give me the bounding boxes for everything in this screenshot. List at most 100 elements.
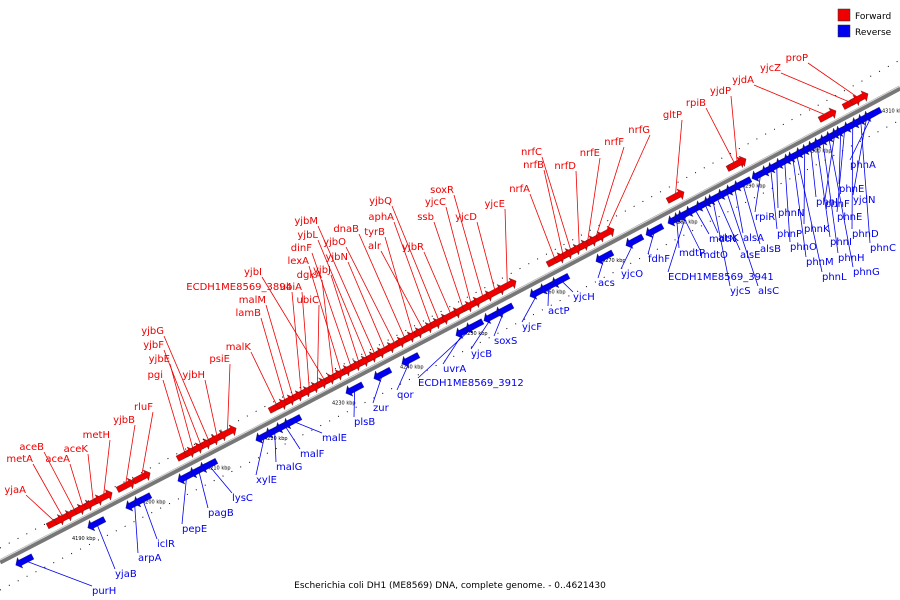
gene-label[interactable]: lexA xyxy=(287,256,309,267)
gene-label[interactable]: nrfF xyxy=(604,137,624,148)
gene-label[interactable]: actP xyxy=(548,306,570,317)
gene-label[interactable]: mdtN xyxy=(709,234,737,245)
gene-label[interactable]: qor xyxy=(397,390,414,401)
gene-label[interactable]: purH xyxy=(92,586,116,597)
gene-label[interactable]: pepE xyxy=(182,524,207,535)
gene-label[interactable]: fdhF xyxy=(648,254,670,265)
gene-label[interactable]: yjcZ xyxy=(760,63,781,74)
gene-label[interactable]: malG xyxy=(276,462,302,473)
gene-label[interactable]: phnE xyxy=(839,184,864,195)
gene-label[interactable]: malM xyxy=(239,295,266,306)
gene-label[interactable]: yjcF xyxy=(522,322,542,333)
gene-label[interactable]: psiE xyxy=(209,354,230,365)
gene-label[interactable]: ECDH1ME8569_3894 xyxy=(186,282,292,293)
gene-label[interactable]: phnD xyxy=(852,229,879,240)
gene-label[interactable]: phnA xyxy=(850,160,876,171)
gene-label[interactable]: dinF xyxy=(291,243,312,254)
gene-label[interactable]: yjbB xyxy=(113,415,135,426)
gene-label[interactable]: nrfG xyxy=(628,125,650,136)
gene-label[interactable]: alsA xyxy=(743,233,764,244)
gene-label[interactable]: zur xyxy=(373,403,390,414)
gene-label[interactable]: nrfD xyxy=(554,161,576,172)
gene-label[interactable]: yjbI xyxy=(244,267,262,278)
gene-label[interactable]: yjcH xyxy=(573,292,595,303)
gene-label[interactable]: yjbG xyxy=(141,326,164,337)
gene-label[interactable]: malE xyxy=(322,433,347,444)
gene-label[interactable]: alsC xyxy=(758,286,779,297)
gene-label[interactable]: iclR xyxy=(157,539,175,550)
gene-label[interactable]: yjcD xyxy=(455,212,477,223)
gene-label[interactable]: aceK xyxy=(64,444,89,455)
gene-label[interactable]: yjbJ xyxy=(313,265,331,276)
gene-label[interactable]: yjbR xyxy=(402,242,424,253)
gene-label[interactable]: phnE xyxy=(837,212,862,223)
gene-label[interactable]: acs xyxy=(598,278,615,289)
gene-label[interactable]: yjcE xyxy=(484,199,505,210)
gene-label[interactable]: lamB xyxy=(235,308,261,319)
gene-label[interactable]: yjcB xyxy=(471,349,492,360)
gene-label[interactable]: phnL xyxy=(822,272,847,283)
gene-label[interactable]: proP xyxy=(786,53,808,64)
gene-label[interactable]: phnG xyxy=(853,267,880,278)
gene-label[interactable]: yjaB xyxy=(115,569,137,580)
gene-label[interactable]: rluF xyxy=(134,402,153,413)
gene-label[interactable]: yjbH xyxy=(182,370,205,381)
gene-label[interactable]: soxR xyxy=(430,185,454,196)
gene-label[interactable]: ECDH1ME8569_3941 xyxy=(668,272,774,283)
gene-label[interactable]: phnN xyxy=(778,208,805,219)
gene-label[interactable]: nrfC xyxy=(521,147,542,158)
gene-label[interactable]: alsK xyxy=(718,233,739,244)
gene-label[interactable]: ubiC xyxy=(297,295,319,306)
gene-label[interactable]: alsB xyxy=(760,244,781,255)
gene-label[interactable]: ECDH1ME8569_3912 xyxy=(418,378,524,389)
gene-label[interactable]: yjbN xyxy=(325,252,348,263)
gene-label[interactable]: dnaB xyxy=(333,224,359,235)
gene-label[interactable]: nrfA xyxy=(509,184,530,195)
gene-label[interactable]: phnJ xyxy=(816,197,838,208)
gene-label[interactable]: malK xyxy=(226,342,252,353)
gene-label[interactable]: tyrB xyxy=(364,227,385,238)
gene-label[interactable]: phnI xyxy=(830,237,852,248)
gene-label[interactable]: xylE xyxy=(256,475,277,486)
gene-label[interactable]: ssb xyxy=(417,212,434,223)
gene-label[interactable]: nrfE xyxy=(580,148,600,159)
reverse-gene-arrow[interactable] xyxy=(625,233,645,249)
gene-label[interactable]: yjbE xyxy=(149,354,170,365)
gene-label[interactable]: uvrA xyxy=(443,364,466,375)
gene-label[interactable]: gltP xyxy=(663,110,682,121)
gene-label[interactable]: malF xyxy=(300,449,325,460)
gene-label[interactable]: metA xyxy=(6,454,33,465)
gene-label[interactable]: rpiR xyxy=(755,212,775,223)
gene-label[interactable]: yjbO xyxy=(323,237,346,248)
gene-label[interactable]: phnK xyxy=(804,224,830,235)
gene-label[interactable]: yjbF xyxy=(143,340,164,351)
gene-label[interactable]: yjaA xyxy=(4,485,26,496)
gene-label[interactable]: pgi xyxy=(148,370,163,381)
gene-label[interactable]: plsB xyxy=(354,417,375,428)
gene-label[interactable]: yjcC xyxy=(425,197,446,208)
gene-label[interactable]: yjbM xyxy=(294,216,318,227)
gene-label[interactable]: aceB xyxy=(19,442,44,453)
gene-label[interactable]: alsE xyxy=(740,250,760,261)
gene-label[interactable]: mdtP xyxy=(679,248,705,259)
gene-label[interactable]: yjbQ xyxy=(369,196,392,207)
gene-label[interactable]: pagB xyxy=(208,508,234,519)
gene-label[interactable]: phnC xyxy=(870,243,896,254)
gene-label[interactable]: mdtO xyxy=(700,250,728,261)
gene-label[interactable]: dgkA xyxy=(297,270,322,281)
gene-label[interactable]: soxS xyxy=(494,336,517,347)
gene-label[interactable]: ubiA xyxy=(280,282,302,293)
gene-label[interactable]: aphA xyxy=(368,212,394,223)
gene-label[interactable]: yjdP xyxy=(710,86,731,97)
gene-label[interactable]: lysC xyxy=(232,493,253,504)
gene-label[interactable]: yjcS xyxy=(730,286,751,297)
gene-label[interactable]: rpiB xyxy=(686,98,706,109)
gene-label[interactable]: yjcO xyxy=(621,269,643,280)
gene-label[interactable]: arpA xyxy=(138,553,162,564)
gene-label[interactable]: aceA xyxy=(45,454,70,465)
gene-label[interactable]: nrfB xyxy=(523,160,544,171)
gene-label[interactable]: metH xyxy=(83,430,110,441)
reverse-gene-arrow[interactable] xyxy=(863,106,883,122)
gene-label[interactable]: alr xyxy=(368,241,382,252)
gene-label[interactable]: yjdA xyxy=(732,75,754,86)
